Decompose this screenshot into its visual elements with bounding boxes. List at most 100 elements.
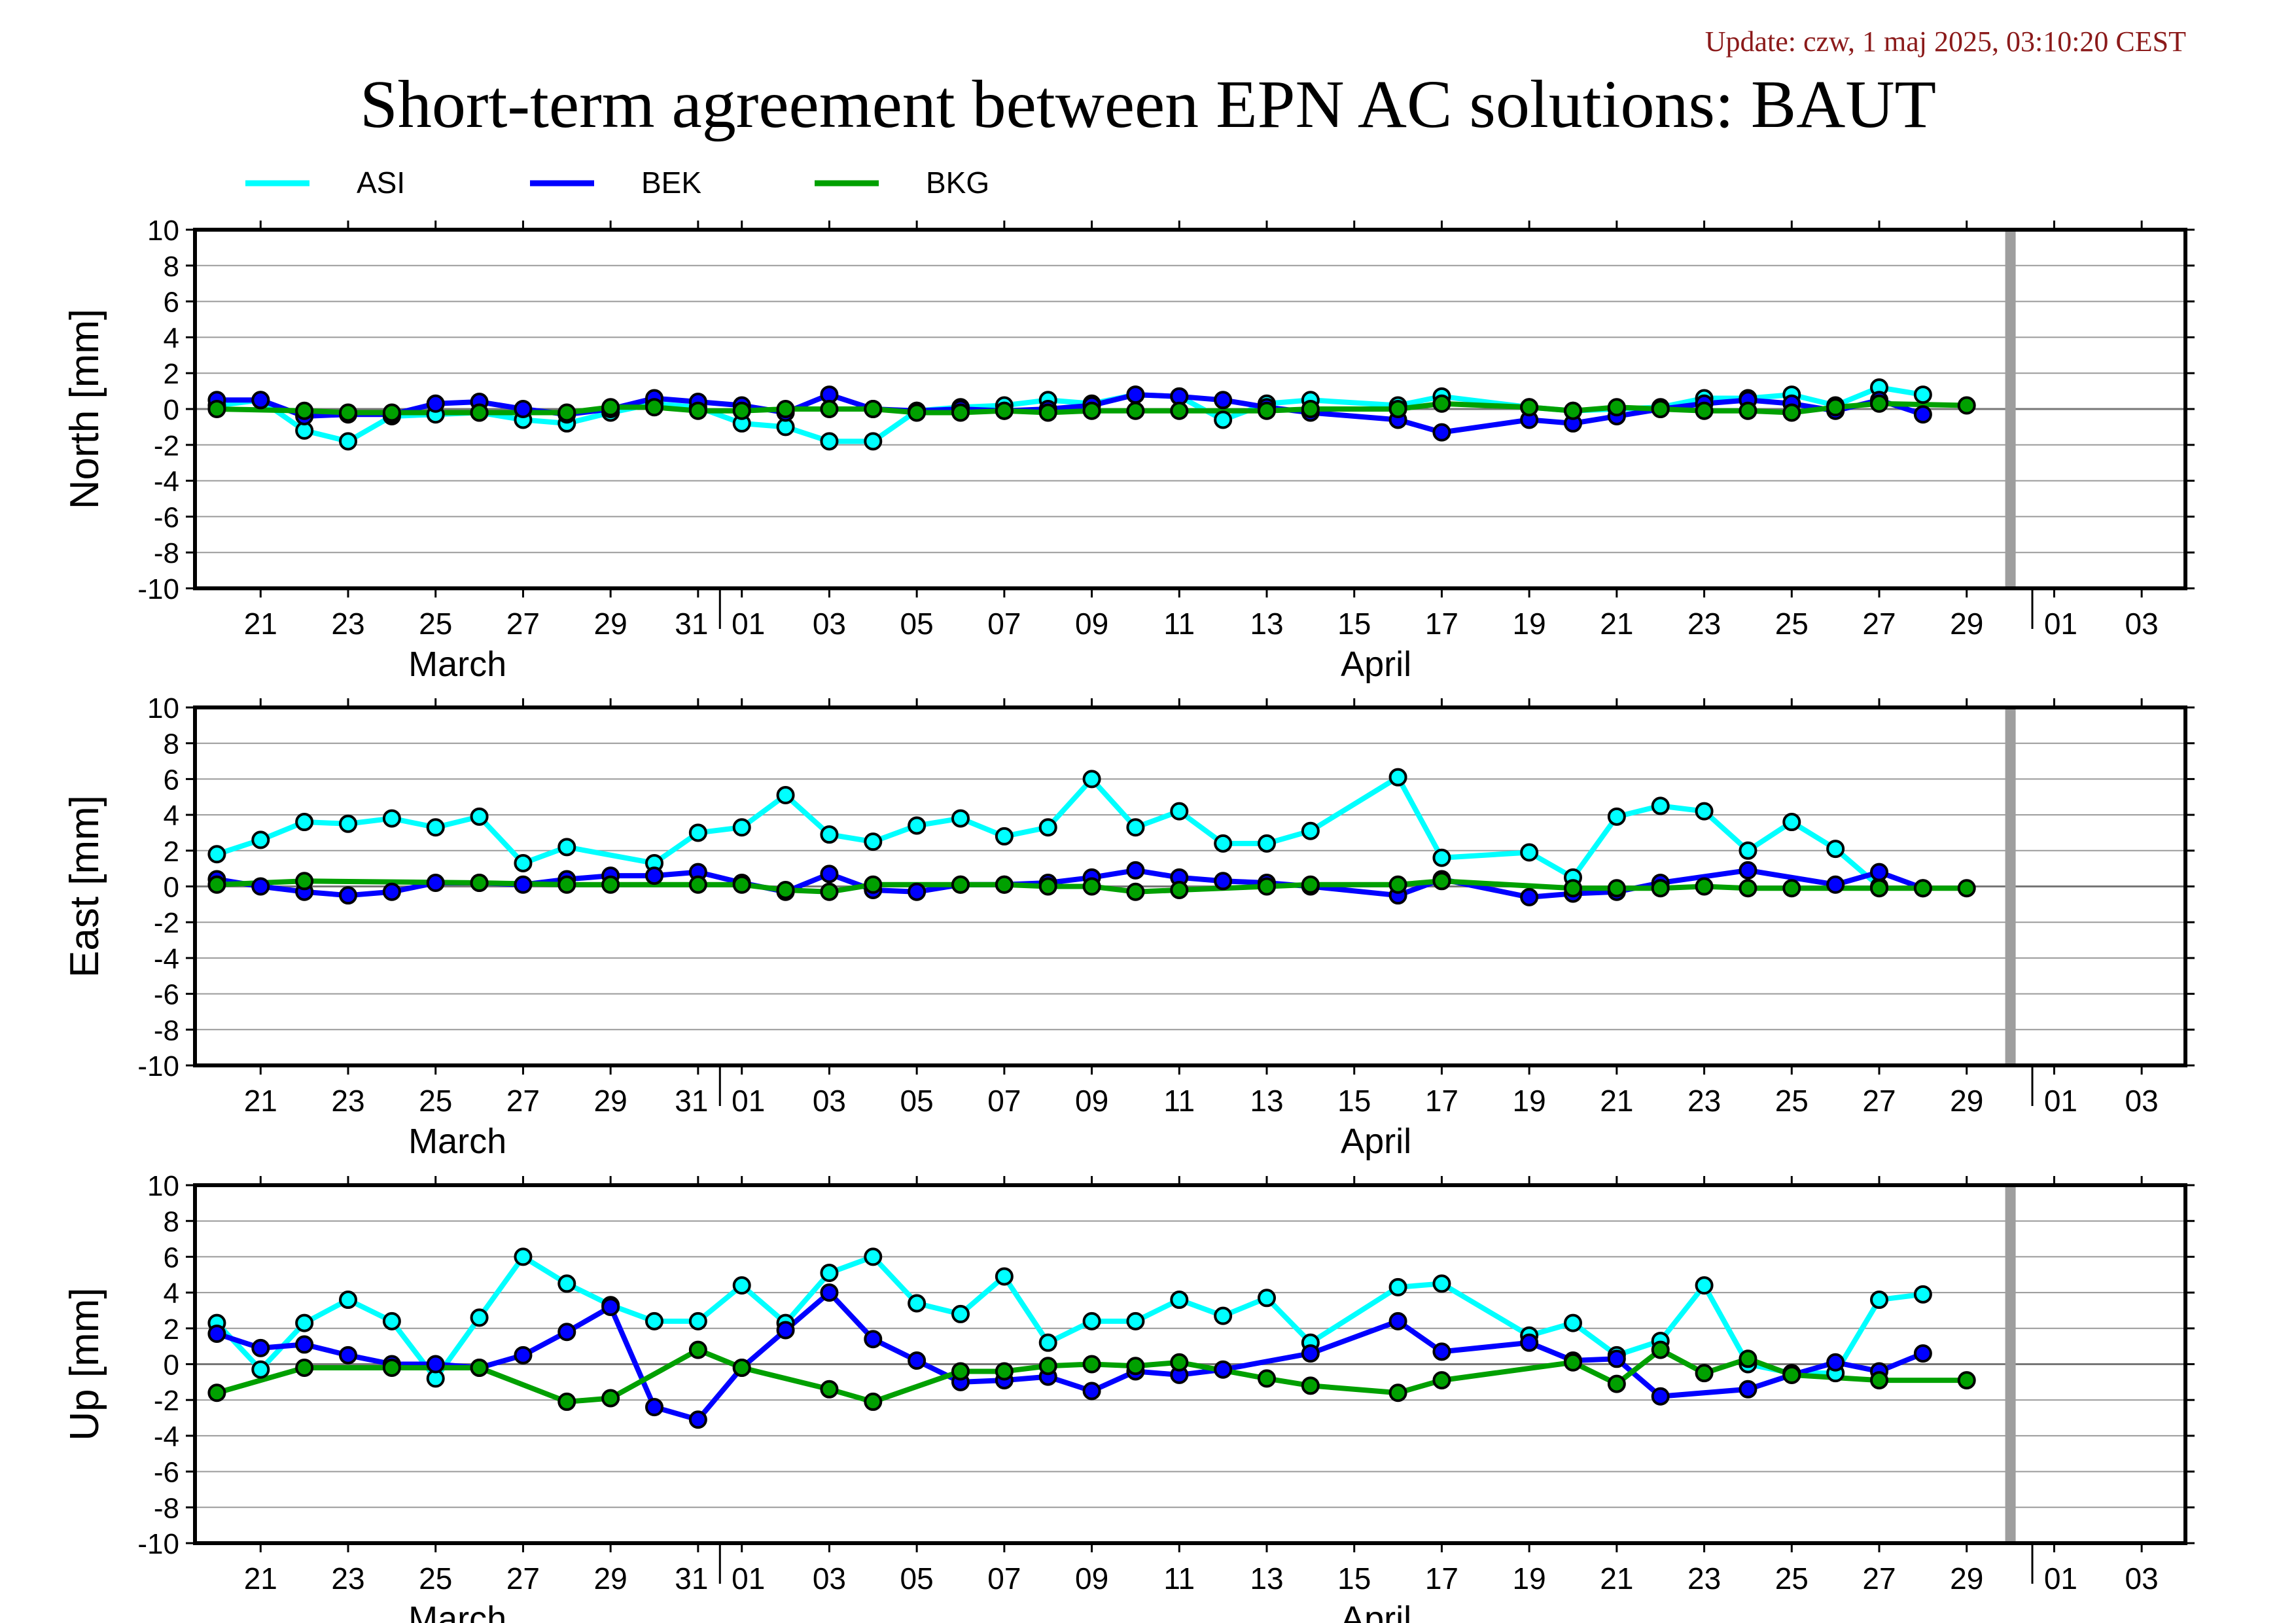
- data-point-bek: [1126, 385, 1145, 404]
- data-point-bek: [645, 866, 663, 885]
- x-tick-label: 21: [244, 607, 277, 641]
- y-tick-label: 0: [164, 872, 179, 904]
- data-point-bkg: [1170, 880, 1189, 899]
- data-point-bkg: [995, 1362, 1014, 1381]
- data-point-bkg: [1564, 879, 1582, 898]
- data-point-bkg: [1957, 396, 1976, 415]
- y-tick-label: 4: [164, 1277, 179, 1310]
- x-tick-label: 23: [331, 607, 364, 641]
- data-point-asi: [1301, 821, 1320, 840]
- data-point-bkg: [1695, 877, 1714, 896]
- x-tick-label: 23: [331, 1084, 364, 1118]
- data-point-asi: [688, 1311, 707, 1330]
- data-point-bkg: [470, 874, 489, 893]
- data-point-bkg: [1170, 1353, 1189, 1372]
- data-point-bkg: [1782, 1365, 1801, 1384]
- data-point-bkg: [1301, 875, 1320, 894]
- data-point-asi: [820, 1264, 839, 1283]
- x-tick-label: 07: [987, 1561, 1021, 1596]
- data-point-bkg: [339, 403, 357, 422]
- x-tick-label: 21: [1600, 1084, 1633, 1118]
- data-point-asi: [514, 853, 533, 872]
- data-point-bkg: [864, 875, 883, 894]
- data-point-bkg: [557, 403, 576, 422]
- data-point-bkg: [1126, 882, 1145, 901]
- data-point-asi: [951, 1304, 970, 1323]
- y-tick-label: 4: [164, 322, 179, 354]
- x-tick-label: 27: [506, 607, 540, 641]
- data-point-bek: [426, 874, 445, 893]
- y-tick-label: 10: [147, 1170, 179, 1202]
- data-point-bkg: [1126, 1357, 1145, 1376]
- data-point-bkg: [1651, 879, 1670, 898]
- data-point-asi: [951, 809, 970, 828]
- x-tick-label: 25: [1775, 607, 1809, 641]
- data-point-bek: [776, 1321, 795, 1340]
- y-tick-label: -6: [154, 979, 179, 1011]
- data-point-bek: [339, 886, 357, 905]
- data-point-bkg: [732, 875, 751, 894]
- data-point-bek: [1214, 1360, 1233, 1379]
- series-group: [207, 768, 1976, 906]
- data-point-bkg: [1782, 403, 1801, 422]
- x-tick-label: 25: [1775, 1084, 1809, 1118]
- x-tick-label: 23: [1687, 607, 1721, 641]
- legend-item-bkg: BKG: [815, 166, 989, 200]
- data-point-bkg: [732, 1358, 751, 1377]
- data-point-bek: [1870, 863, 1888, 882]
- data-point-bkg: [1038, 403, 1057, 422]
- x-tick-label: 13: [1250, 1561, 1283, 1596]
- data-point-asi: [382, 809, 401, 828]
- data-point-asi: [1651, 796, 1670, 815]
- data-point-asi: [732, 1276, 751, 1295]
- data-point-asi: [1388, 1277, 1407, 1296]
- data-point-bek: [251, 1338, 270, 1357]
- data-point-bkg: [995, 401, 1014, 420]
- data-point-bkg: [820, 882, 839, 901]
- x-tick-label: 21: [244, 1561, 277, 1596]
- x-tick-label: 29: [1950, 1084, 1983, 1118]
- x-tick-label: 29: [594, 1084, 627, 1118]
- data-point-bek: [820, 1283, 839, 1302]
- data-point-bek: [1126, 861, 1145, 880]
- data-point-bek: [295, 1335, 314, 1354]
- x-tick-label: 29: [594, 1561, 627, 1596]
- data-point-asi: [1388, 768, 1407, 787]
- data-point-asi: [1739, 841, 1757, 860]
- x-tick-label: 17: [1425, 1084, 1458, 1118]
- data-point-bkg: [1739, 879, 1757, 898]
- data-point-asi: [1695, 802, 1714, 821]
- x-tick-label: 03: [2125, 607, 2159, 641]
- y-tick-label: -2: [154, 430, 179, 462]
- data-point-bek: [1432, 423, 1451, 442]
- data-point-asi: [1826, 840, 1845, 859]
- panel-north: 10 8 64 2 0 -2 -4-6 -8 -10 North [mm] 21 23 25 27 29 31…: [62, 215, 2195, 684]
- x-tick-label: 15: [1337, 1561, 1371, 1596]
- data-point-asi: [470, 807, 489, 826]
- data-point-asi: [1913, 385, 1932, 404]
- data-point-bkg: [908, 403, 927, 422]
- series-group: [207, 378, 1976, 451]
- x-tick-label: 21: [1600, 607, 1633, 641]
- data-point-bkg: [1082, 401, 1101, 420]
- data-point-asi: [864, 1247, 883, 1266]
- x-tick-label: 01: [2044, 607, 2077, 641]
- data-point-bek: [426, 1355, 445, 1374]
- data-point-asi: [295, 1313, 314, 1332]
- y-axis-label: East [mm]: [62, 795, 107, 978]
- data-point-bkg: [1432, 1371, 1451, 1390]
- x-tick-label: 25: [1775, 1561, 1809, 1596]
- month-label-march: March: [408, 645, 506, 684]
- data-point-bek: [1520, 1333, 1539, 1352]
- data-point-asi: [251, 1360, 270, 1379]
- data-point-bek: [820, 865, 839, 883]
- x-tick-label: 11: [1163, 1084, 1195, 1118]
- x-tick-label: 25: [419, 1561, 452, 1596]
- data-point-bkg: [1695, 1364, 1714, 1383]
- data-point-bkg: [1388, 875, 1407, 894]
- data-point-asi: [864, 432, 883, 451]
- data-point-asi: [339, 432, 357, 451]
- x-tick-label: 15: [1337, 1084, 1371, 1118]
- x-tick-label: 19: [1513, 1084, 1546, 1118]
- month-label-april: April: [1341, 1122, 1411, 1161]
